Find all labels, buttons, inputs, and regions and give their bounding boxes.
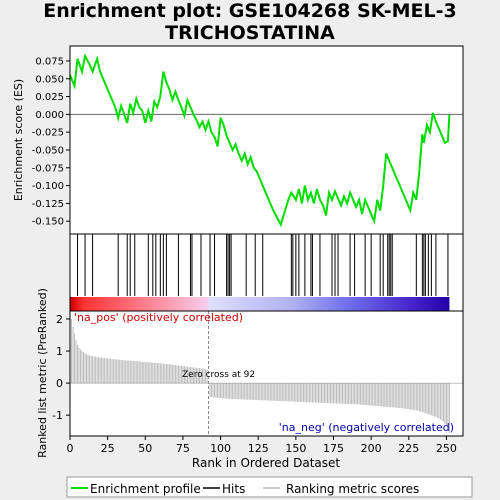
color-bar-negative — [208, 297, 450, 311]
es-y-tick-label: -0.125 — [32, 199, 64, 210]
legend-label-ranking: Ranking metric scores — [286, 482, 419, 496]
color-bar — [70, 297, 450, 311]
metric-y-tick-label: 2 — [56, 313, 63, 326]
x-tick-label: 250 — [436, 442, 457, 455]
es-y-tick-label: -0.150 — [32, 217, 64, 228]
metric-layer — [70, 311, 463, 436]
x-axis-label: Rank in Ordered Dataset — [192, 456, 340, 470]
enrichment-profile-line — [69, 53, 451, 228]
pos-correlated-label: 'na_pos' (positively correlated) — [74, 311, 243, 324]
x-tick-label: 50 — [138, 442, 152, 455]
es-y-tick-label: -0.100 — [32, 181, 64, 192]
es-y-tick-label: 0.000 — [35, 110, 64, 121]
x-tick-label: 100 — [210, 442, 231, 455]
es-axis-label: Enrichment score (ES) — [12, 79, 25, 201]
es-panel — [69, 45, 464, 235]
neg-correlated-label: 'na_neg' (negatively correlated) — [279, 421, 454, 434]
axes-layer: -0.150 -0.125 -0.100 -0.075 -0.050 -0.025 0.00… — [32, 45, 464, 455]
x-tick-label: 75 — [176, 442, 190, 455]
es-y-tick-label: -0.025 — [32, 128, 64, 139]
es-y-tick-label: 0.050 — [35, 74, 64, 85]
x-tick-label: 225 — [398, 442, 419, 455]
es-y-tick-label: 0.025 — [35, 92, 64, 103]
hits-layer — [77, 234, 449, 296]
legend-label-hits: Hits — [222, 482, 245, 496]
metric-y-tick-label: 0 — [56, 377, 63, 390]
es-y-tick-label: -0.075 — [32, 163, 64, 174]
x-tick-label: 200 — [361, 442, 382, 455]
x-tick-label: 25 — [101, 442, 115, 455]
es-y-tick-label: 0.075 — [35, 56, 64, 67]
metric-y-tick-label: 1 — [56, 345, 63, 358]
color-bar-positive — [70, 297, 209, 311]
es-layer — [69, 53, 463, 228]
chart-title: Enrichment plot: GSE104268 SK-MEL-3 TRIC… — [0, 0, 500, 44]
x-tick-label: 125 — [248, 442, 269, 455]
x-tick-label: 0 — [67, 442, 74, 455]
es-y-tick-label: -0.050 — [32, 145, 64, 156]
zero-cross-label: Zero cross at 92 — [182, 370, 255, 380]
metric-axis-label: Ranked list metric (PreRanked) — [36, 288, 49, 458]
metric-y-tick-label: -1 — [52, 409, 63, 422]
legend — [66, 476, 473, 498]
x-tick-label: 150 — [285, 442, 306, 455]
x-tick-label: 175 — [323, 442, 344, 455]
legend-label-profile: Enrichment profile — [90, 482, 201, 496]
panel-border — [69, 310, 464, 437]
chart-title-line-1: Enrichment plot: GSE104268 SK-MEL-3 — [43, 0, 457, 22]
chart-title-line-2: TRICHOSTATINA — [165, 22, 335, 44]
